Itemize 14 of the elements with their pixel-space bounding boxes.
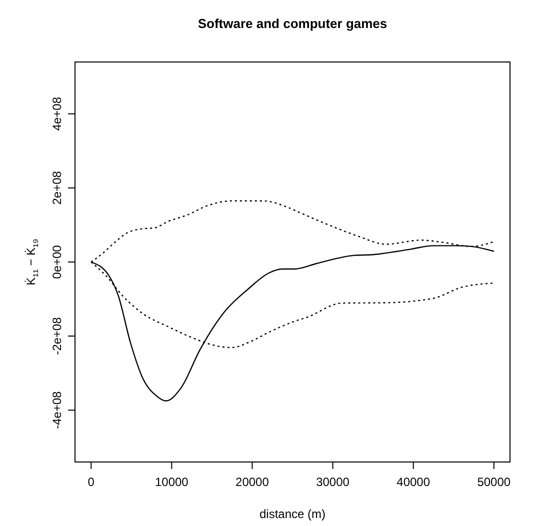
x-tick-label: 50000 — [477, 475, 511, 489]
chart-title: Software and computer games — [198, 16, 388, 31]
y-tick-label: -4e+08 — [50, 390, 64, 429]
x-tick-label: 20000 — [236, 475, 270, 489]
y-tick-label: 0e+00 — [50, 244, 64, 279]
y-tick-label: -2e+08 — [50, 316, 64, 355]
y-axis-title: K̇₁₁ − K̇₁₉ — [24, 238, 40, 286]
x-tick-label: 10000 — [154, 475, 189, 489]
y-tick-label: 2e+08 — [50, 170, 64, 205]
x-tick-label: 30000 — [316, 475, 350, 489]
x-tick-label: 0 — [88, 475, 95, 489]
x-tick-label: 40000 — [396, 475, 430, 489]
y-tick-label: 4e+08 — [50, 96, 64, 131]
x-axis-title: distance (m) — [259, 507, 326, 521]
